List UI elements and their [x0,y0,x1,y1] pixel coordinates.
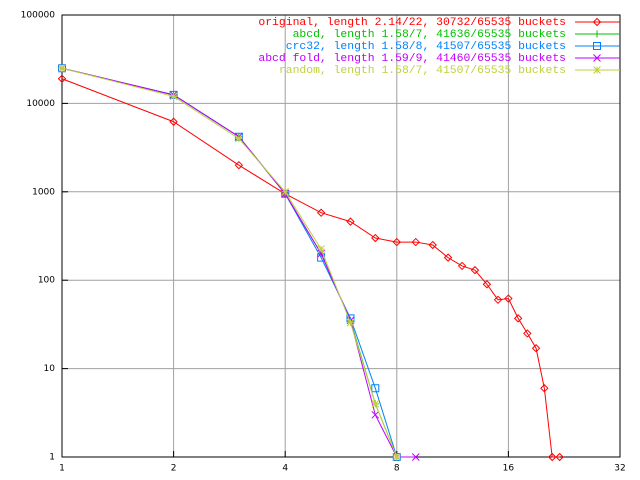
x-tick-label: 1 [59,464,65,474]
y-tick-label: 1 [49,453,55,463]
x-tick-label: 32 [614,464,625,474]
legend-label: original, length 2.14/22, 30732/65535 bu… [258,17,566,29]
point [281,187,290,196]
point [555,452,564,462]
x-tick-label: 8 [394,464,400,474]
point [371,410,380,419]
point [234,160,244,170]
point [392,453,401,461]
point [235,134,243,143]
point [411,237,420,247]
legend-label: random, length 1.58/7, 41507/65535 bucke… [279,65,566,77]
y-tick-label: 10000 [26,99,55,109]
y-tick-label: 10 [44,364,56,374]
point [371,233,380,243]
point [169,92,178,101]
plot-frame [61,14,621,458]
point [57,74,67,83]
point [457,261,467,271]
point [540,384,549,393]
point [411,453,420,461]
legend-marker [593,66,601,74]
point [346,217,355,226]
point [547,452,557,462]
point [371,384,380,393]
series-line [61,67,398,458]
point [504,294,513,303]
series-line [61,78,560,458]
point [316,208,326,217]
point [493,295,503,305]
point [482,280,492,289]
point [371,399,380,408]
point [392,237,402,247]
legend-label: abcd fold, length 1.59/9, 41460/65535 bu… [258,53,566,65]
point [470,265,480,275]
x-tick-label: 2 [171,464,177,474]
legend-marker [592,17,602,27]
x-tick-label: 16 [503,464,515,474]
point [317,245,325,253]
point [234,132,243,141]
point [58,64,66,73]
legend-marker [593,30,601,38]
point [428,240,437,250]
legend-marker [593,42,601,50]
point [513,314,523,323]
point [169,117,178,126]
y-tick-label: 100 [38,276,55,286]
legend-label: crc32, length 1.58/8, 41507/65535 bucket… [286,41,566,53]
legend-marker [593,54,601,62]
point [531,344,541,353]
point [443,253,453,262]
legend-label: abcd, length 1.58/7, 41636/65535 buckets [293,29,566,41]
y-tick-label: 100000 [21,11,56,21]
x-tick-label: 4 [282,464,288,474]
point [523,329,532,338]
y-tick-label: 1000 [32,187,55,197]
point [346,318,355,327]
